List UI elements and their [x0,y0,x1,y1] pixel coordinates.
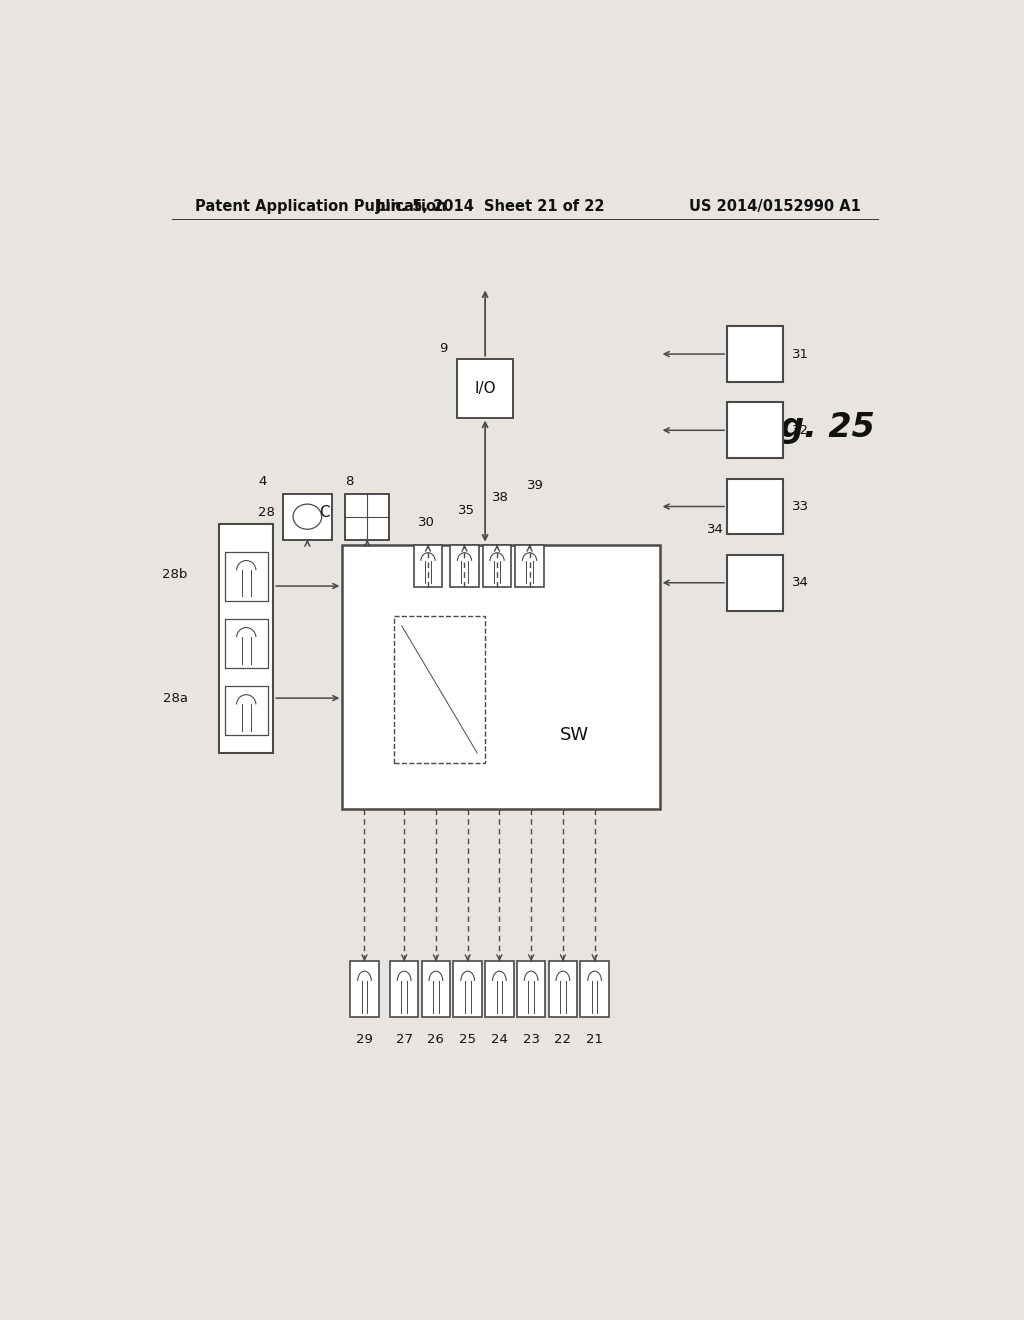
Text: Sheet 21 of 22: Sheet 21 of 22 [484,199,605,214]
Bar [581,961,609,1018]
Text: 34: 34 [707,523,724,536]
Text: 21: 21 [586,1032,603,1045]
Text: 24: 24 [490,1032,508,1045]
Text: I/O: I/O [474,380,496,396]
Text: 28b: 28b [162,568,187,581]
Bar [394,615,485,763]
Bar [485,961,514,1018]
Text: 29: 29 [356,1032,373,1045]
Bar [727,403,782,458]
Bar [414,545,442,587]
Bar [458,359,513,417]
Text: 22: 22 [554,1032,571,1045]
Text: 35: 35 [458,503,475,516]
Text: SW: SW [559,726,589,744]
Text: 28: 28 [258,506,274,519]
Text: 26: 26 [427,1032,444,1045]
Text: 30: 30 [418,516,434,529]
Text: 32: 32 [793,424,809,437]
Bar [517,961,546,1018]
Text: 38: 38 [493,491,509,504]
Text: 27: 27 [395,1032,413,1045]
Bar [422,961,451,1018]
Bar [454,961,482,1018]
Bar [219,524,273,752]
Text: 9: 9 [439,342,447,355]
Bar [549,961,578,1018]
Bar [451,545,479,587]
Bar [515,545,544,587]
Ellipse shape [293,504,322,529]
Text: 34: 34 [793,577,809,589]
Bar [225,552,267,601]
Text: 23: 23 [522,1032,540,1045]
Text: 28a: 28a [163,692,187,705]
Bar [350,961,379,1018]
Text: Fig. 25: Fig. 25 [746,412,874,445]
Text: 33: 33 [793,500,809,513]
Text: 39: 39 [527,479,544,492]
Bar [727,479,782,535]
Text: 8: 8 [345,475,353,488]
Text: 25: 25 [459,1032,476,1045]
Text: Patent Application Publication: Patent Application Publication [196,199,446,214]
Bar [727,554,782,611]
Bar [225,686,267,735]
Bar [727,326,782,381]
Bar [482,545,511,587]
Text: US 2014/0152990 A1: US 2014/0152990 A1 [689,199,861,214]
Text: C: C [319,504,330,520]
Text: 4: 4 [259,475,267,488]
Text: 31: 31 [793,347,809,360]
Bar [345,494,389,540]
Bar [283,494,332,540]
Bar [390,961,419,1018]
Bar [225,619,267,668]
Bar [342,545,659,809]
Text: Jun. 5, 2014: Jun. 5, 2014 [376,199,475,214]
